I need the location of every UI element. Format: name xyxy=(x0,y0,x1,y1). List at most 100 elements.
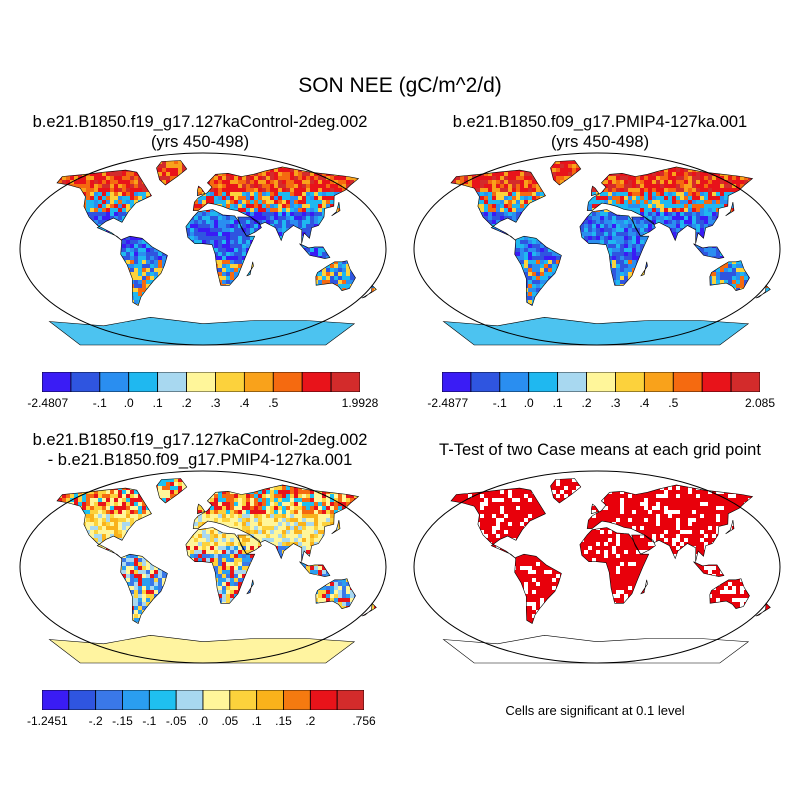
colorbar-label: .15 xyxy=(275,714,292,728)
colorbar-box xyxy=(95,690,123,710)
coastline-southAmerica xyxy=(120,235,168,306)
coastline-indonesia xyxy=(299,243,331,259)
colorbar-box xyxy=(336,690,364,710)
panel-2-title-line1: b.e21.B1850.f09_g17.PMIP4-127ka.001 xyxy=(452,113,748,131)
coastline-arabia xyxy=(237,534,262,555)
colorbar-label: .0 xyxy=(197,714,209,728)
coastline-uk xyxy=(197,185,206,197)
colorbar-3 xyxy=(42,690,364,710)
colorbar-box xyxy=(557,372,587,392)
coastline-northAmerica xyxy=(450,169,546,241)
colorbar-box xyxy=(309,690,338,710)
coastline-northAmerica xyxy=(56,169,152,241)
coastline-africa xyxy=(579,527,650,604)
colorbar-label: .3 xyxy=(210,396,221,410)
colorbar-box xyxy=(330,372,360,392)
map-border xyxy=(19,152,387,346)
map-border xyxy=(19,470,387,664)
coastline-greenland xyxy=(550,478,582,504)
colorbar-box xyxy=(643,372,674,392)
colorbar-box xyxy=(157,372,187,392)
colorbar-box xyxy=(202,690,231,710)
colorbar-box xyxy=(128,372,159,392)
panel-1-title-line2: (yrs 450-498) xyxy=(150,133,250,151)
map-case2 xyxy=(413,152,781,346)
coastline-greenland xyxy=(156,478,188,504)
coastline-africa xyxy=(185,527,256,604)
panel-4-title-line1: T-Test of two Case means at each grid po… xyxy=(439,441,761,459)
colorbar-box xyxy=(42,372,72,392)
coastline-indonesia xyxy=(693,243,725,259)
coastline-northAmerica xyxy=(56,487,152,559)
panel-3-title-line2: - b.e21.B1850.f09_g17.PMIP4-127ka.001 xyxy=(47,451,353,469)
colorbar-box xyxy=(99,372,130,392)
coastline-madagascar xyxy=(640,261,648,277)
panel-1-title: b.e21.B1850.f19_g17.127kaControl-2deg.00… xyxy=(0,112,400,152)
coastline-japan xyxy=(331,520,341,535)
coastline-japan xyxy=(725,520,735,535)
coastline-australia xyxy=(315,260,356,291)
colorbar-label: -2.4807 xyxy=(27,396,69,410)
colorbar-box xyxy=(528,372,559,392)
colorbar-label: 1.9928 xyxy=(341,396,379,410)
colorbar-label: -.1 xyxy=(492,396,507,410)
panel-4-title: T-Test of two Case means at each grid po… xyxy=(400,440,800,460)
colorbar-label: .1 xyxy=(552,396,563,410)
colorbar-box xyxy=(442,372,472,392)
coastline-greenland xyxy=(156,160,188,186)
colorbar-label: .3 xyxy=(610,396,621,410)
colorbar-label: -.1 xyxy=(92,396,107,410)
colorbar-label: .5 xyxy=(668,396,679,410)
colorbar-label: .1 xyxy=(251,714,262,728)
coastline-australia xyxy=(709,260,750,291)
colorbar-box xyxy=(470,372,501,392)
colorbar-1 xyxy=(42,372,360,392)
colorbar-label: .2 xyxy=(581,396,592,410)
coastline-indonesia xyxy=(299,561,331,577)
colorbar-3-labels: -1.2451 -.2 -.15 -.1 -.05 .0 .05 .1 .15 .2 .756 xyxy=(27,714,376,730)
panel-2-title-line2: (yrs 450-498) xyxy=(550,133,650,151)
colorbar-box xyxy=(730,372,760,392)
colorbar-label: -.1 xyxy=(142,714,157,728)
colorbar-label: -.05 xyxy=(165,714,187,728)
colorbar-box xyxy=(243,372,274,392)
panel-3-title: b.e21.B1850.f19_g17.127kaControl-2deg.00… xyxy=(0,430,400,470)
colorbar-box xyxy=(215,372,245,392)
colorbar-label: .4 xyxy=(239,396,250,410)
figure-title: SON NEE (gC/m^2/d) xyxy=(298,74,502,97)
colorbar-label: 2.085 xyxy=(744,396,776,410)
colorbar-box xyxy=(70,372,101,392)
coastline-arabia xyxy=(631,534,656,555)
colorbar-2-labels: -2.4877 -.1 .0 .1 .2 .3 .4 .5 2.085 xyxy=(427,396,775,412)
coastline-nz xyxy=(755,602,771,617)
colorbar-label: -2.4877 xyxy=(427,396,469,410)
colorbar-box xyxy=(229,690,258,710)
map-border xyxy=(413,152,781,346)
colorbar-box xyxy=(301,372,332,392)
coastline-africa xyxy=(579,209,650,286)
colorbar-box xyxy=(256,690,284,710)
colorbar-2 xyxy=(442,372,760,392)
colorbar-1-labels: -2.4807 -.1 .0 .1 .2 .3 .4 .5 1.9928 xyxy=(27,396,378,412)
colorbar-label: .1 xyxy=(152,396,163,410)
map-case1 xyxy=(19,152,387,346)
map-significance xyxy=(413,470,781,664)
colorbar-box xyxy=(148,690,177,710)
colorbar-label: .756 xyxy=(352,714,376,728)
coastline-africa xyxy=(185,209,256,286)
panel-1-title-line1: b.e21.B1850.f19_g17.127kaControl-2deg.00… xyxy=(32,113,368,131)
coastline-southAmerica xyxy=(120,553,168,624)
coastline-nz xyxy=(361,284,377,299)
coastline-uk xyxy=(591,503,600,515)
colorbar-box xyxy=(68,690,97,710)
colorbar-box xyxy=(122,690,150,710)
colorbar-box xyxy=(186,372,216,392)
colorbar-label: .0 xyxy=(123,396,134,410)
coastline-madagascar xyxy=(246,261,254,277)
colorbar-label: .2 xyxy=(305,714,316,728)
coastline-uk xyxy=(197,503,206,515)
coastline-japan xyxy=(331,202,341,217)
coastline-nz xyxy=(361,602,377,617)
map-difference xyxy=(19,470,387,664)
significance-note: Cells are significant at 0.1 level xyxy=(505,703,685,718)
